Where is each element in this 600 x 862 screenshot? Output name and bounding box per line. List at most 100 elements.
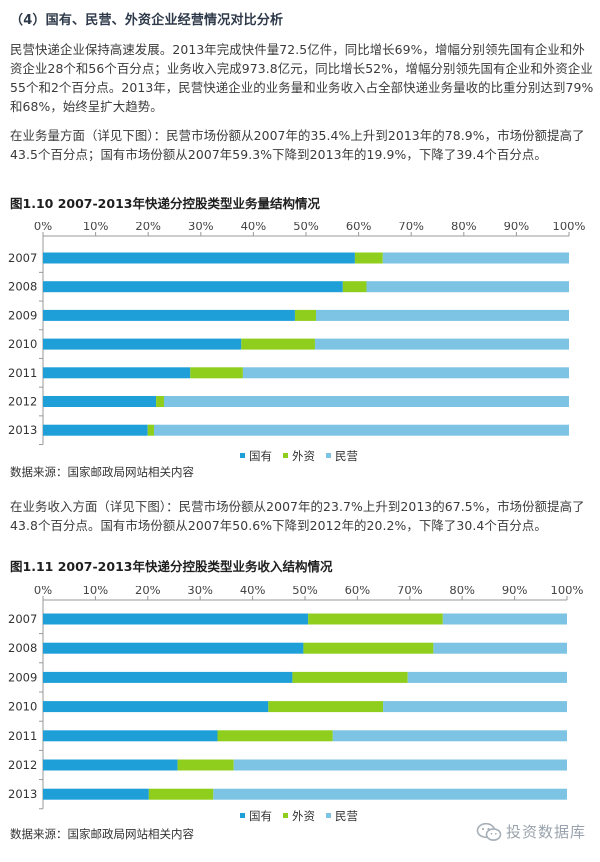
y-category-label: 2013	[8, 787, 37, 801]
x-tick-label: 80%	[449, 586, 475, 597]
x-tick-label: 90%	[502, 586, 528, 597]
bar-guoyou-2008	[43, 642, 304, 654]
bar-minying-2012	[163, 396, 570, 407]
x-tick-label: 30%	[188, 222, 214, 233]
x-tick-label: 60%	[346, 222, 372, 233]
x-tick-label: 0%	[34, 222, 52, 233]
bar-waizi-2010	[268, 701, 384, 713]
bar-guoyou-2011	[43, 367, 191, 379]
legend-label-waizi: 外资	[292, 809, 315, 823]
x-tick-label: 0%	[34, 586, 52, 597]
bar-guoyou-2013	[43, 788, 149, 800]
y-category-label: 2007	[8, 612, 37, 626]
bar-guoyou-2011	[43, 730, 218, 742]
y-category-label: 2011	[8, 366, 37, 380]
section-heading: （4）国有、民营、外资企业经营情况对比分析	[10, 13, 284, 28]
legend-swatch-guoyou	[240, 453, 245, 458]
bar-guoyou-2009	[43, 671, 293, 683]
bar-waizi-2008	[303, 642, 434, 654]
bar-guoyou-2008	[43, 281, 343, 293]
bar-guoyou-2012	[43, 396, 157, 407]
bar-guoyou-2007	[43, 252, 355, 264]
chart-volume: 0% 10% 20% 30% 40% 50% 60% 70% 80% 90% 100% 2007 200…	[0, 222, 600, 467]
legend-swatch-waizi	[283, 813, 288, 818]
volume-paragraph: 在业务量方面（详见下图）：民营市场份额从2007年的35.4%上升到2013年的…	[10, 126, 595, 164]
legend-swatch-guoyou	[240, 813, 245, 818]
x-tick-label: 40%	[241, 222, 267, 233]
bar-waizi-2013	[147, 424, 154, 436]
x-tick-label: 50%	[292, 586, 318, 597]
bar-minying-2012	[233, 759, 567, 771]
bar-waizi-2011	[217, 730, 333, 742]
bar-waizi-2012	[156, 396, 164, 407]
y-category-label: 2012	[8, 395, 37, 409]
bar-waizi-2007	[308, 613, 443, 625]
y-category-label: 2008	[8, 641, 37, 655]
x-tick-label: 10%	[83, 222, 109, 233]
figure-title-volume: 图1.10 2007-2013年快递分控股类型业务量结构情况	[10, 196, 320, 211]
bar-waizi-2007	[354, 252, 383, 264]
bar-waizi-2009	[294, 309, 316, 321]
y-category-label: 2007	[8, 251, 37, 265]
bar-minying-2010	[314, 338, 569, 350]
x-tick-label: 70%	[397, 586, 423, 597]
legend-swatch-minying	[326, 813, 331, 818]
paragraph-text: 在业务量方面（详见下图）：民营市场份额从2007年的35.4%上升到2013年的…	[10, 128, 585, 162]
revenue-paragraph: 在业务收入方面（详见下图）：民营市场份额从2007年的23.7%上升到2013的…	[10, 497, 595, 535]
x-tick-label: 20%	[135, 222, 161, 233]
figure-title-revenue: 图1.11 2007-2013年快递分控股类型业务收入结构情况	[10, 559, 333, 574]
bar-waizi-2013	[148, 788, 214, 800]
paragraph-text: 在业务收入方面（详见下图）：民营市场份额从2007年的23.7%上升到2013的…	[10, 499, 585, 533]
bar-guoyou-2007	[43, 613, 309, 625]
legend-swatch-waizi	[283, 453, 288, 458]
x-tick-label: 80%	[451, 222, 477, 233]
bar-minying-2009	[315, 309, 569, 321]
paragraph-text: 民营快递企业保持高速发展。2013年完成快件量72.5亿件，同比增长69%，增幅…	[10, 42, 594, 114]
bar-minying-2008	[433, 642, 567, 654]
bar-waizi-2008	[342, 281, 367, 293]
y-category-label: 2009	[8, 670, 37, 684]
bar-waizi-2009	[292, 671, 408, 683]
y-category-label: 2013	[8, 423, 37, 437]
legend-label-guoyou: 国有	[249, 809, 272, 823]
bar-waizi-2011	[190, 367, 243, 379]
data-source-note: 数据来源：国家邮政局网站相关内容	[10, 465, 194, 479]
bar-waizi-2010	[241, 338, 315, 350]
x-tick-label: 40%	[240, 586, 266, 597]
x-tick-label: 60%	[345, 586, 371, 597]
legend-label-minying: 民营	[335, 809, 358, 823]
intro-paragraph: 民营快递企业保持高速发展。2013年完成快件量72.5亿件，同比增长69%，增幅…	[10, 40, 595, 116]
x-tick-label: 30%	[187, 586, 213, 597]
bar-guoyou-2013	[43, 424, 148, 436]
legend-label-minying: 民营	[335, 449, 358, 463]
bar-minying-2013	[153, 424, 569, 436]
bar-minying-2007	[382, 252, 569, 264]
chart-revenue-svg: 0% 10% 20% 30% 40% 50% 60% 70% 80% 90% 100% 2007 200…	[8, 586, 584, 823]
legend-label-guoyou: 国有	[249, 449, 272, 463]
y-category-label: 2010	[8, 337, 37, 351]
y-category-label: 2010	[8, 700, 37, 714]
x-tick-label: 100%	[551, 586, 584, 597]
bar-minying-2011	[332, 730, 567, 742]
bar-minying-2013	[213, 788, 568, 800]
wechat-icon	[476, 822, 502, 841]
bar-minying-2007	[442, 613, 567, 625]
y-category-label: 2012	[8, 758, 37, 772]
bar-waizi-2012	[177, 759, 234, 771]
x-tick-label: 20%	[135, 586, 161, 597]
x-tick-label: 70%	[398, 222, 424, 233]
bar-minying-2011	[242, 367, 569, 379]
chart-volume-svg: 0% 10% 20% 30% 40% 50% 60% 70% 80% 90% 100% 2007 200…	[8, 222, 586, 463]
data-source-note: 数据来源：国家邮政局网站相关内容	[10, 827, 194, 841]
bar-minying-2008	[366, 281, 569, 293]
bar-guoyou-2009	[43, 309, 295, 321]
bar-guoyou-2010	[43, 701, 269, 713]
bar-guoyou-2012	[43, 759, 178, 771]
x-tick-label: 90%	[504, 222, 530, 233]
bar-minying-2010	[383, 701, 567, 713]
y-category-label: 2011	[8, 729, 37, 743]
x-tick-label: 50%	[293, 222, 319, 233]
x-tick-label: 10%	[83, 586, 109, 597]
legend-swatch-minying	[326, 453, 331, 458]
bar-guoyou-2010	[43, 338, 242, 350]
